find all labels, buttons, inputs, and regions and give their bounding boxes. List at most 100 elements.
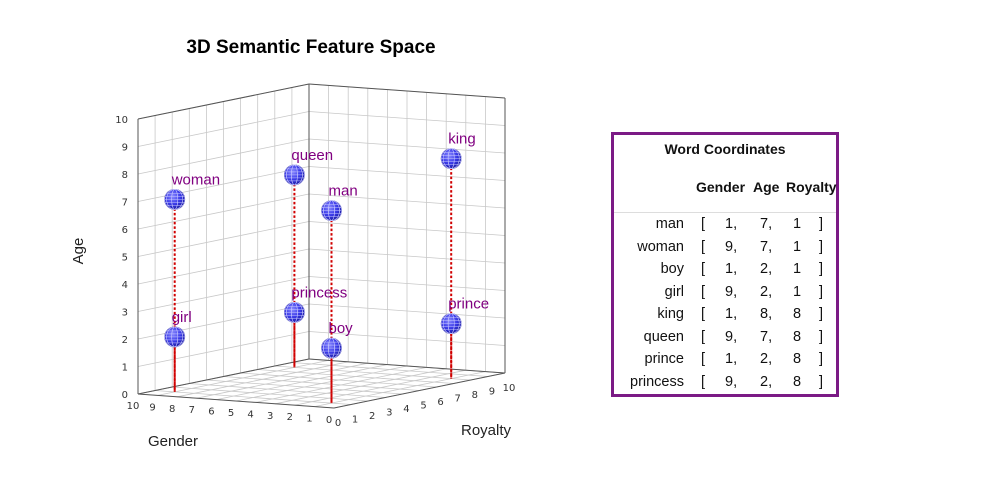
cell-age-value: 7,: [760, 328, 773, 345]
data-point-queen: queen: [283, 147, 333, 186]
age-tick-label: 7: [122, 198, 128, 209]
header-royalty: Royalty: [786, 179, 837, 195]
cell-word: prince: [644, 351, 685, 367]
cell-open-bracket: [: [701, 373, 706, 390]
cell-gender-value: 1,: [725, 216, 738, 232]
point-label: man: [329, 183, 358, 200]
cell-close-bracket: ]: [819, 261, 824, 277]
royalty-tick-label: 1: [352, 415, 358, 426]
header-age: Age: [753, 179, 780, 195]
grid-line: [308, 111, 506, 126]
box-edge: [308, 358, 506, 374]
cell-royalty-value: 8: [793, 373, 802, 390]
cell-royalty-value: 8: [793, 351, 802, 367]
grid-line: [137, 138, 310, 175]
table-row: princess [9, 2, 8]: [614, 374, 836, 396]
gender-tick-label: 1: [306, 414, 312, 425]
cell-gender-value: 9,: [725, 283, 738, 300]
grid-line: [137, 193, 310, 230]
cell-royalty-value: 1: [793, 238, 802, 255]
grid-line: [196, 362, 368, 399]
royalty-tick-label: 5: [420, 401, 426, 412]
cell-word: man: [655, 216, 684, 232]
cell-word: girl: [664, 283, 684, 300]
header-gender: Gender: [696, 179, 746, 195]
gender-tick-label: 0: [326, 415, 332, 426]
age-tick-label: 10: [115, 115, 128, 126]
royalty-tick-label: 10: [503, 383, 516, 394]
royalty-tick-label: 8: [472, 390, 478, 401]
cell-open-bracket: [: [701, 261, 706, 277]
point-label: king: [448, 131, 476, 148]
cell-gender-value: 9,: [725, 238, 738, 255]
cell-close-bracket: ]: [819, 238, 824, 255]
point-label: princess: [291, 284, 347, 301]
cell-close-bracket: ]: [819, 216, 824, 232]
cell-age-value: 2,: [760, 351, 773, 367]
cell-word: princess: [630, 373, 684, 390]
cell-open-bracket: [: [701, 283, 706, 300]
cell-royalty-value: 1: [793, 261, 802, 277]
grid-line: [291, 362, 488, 377]
cell-close-bracket: ]: [819, 373, 824, 390]
gender-tick-label: 8: [169, 404, 175, 415]
cell-word: queen: [643, 328, 684, 345]
table-row: boy [1, 2, 1]: [614, 261, 836, 283]
box-edge: [137, 83, 310, 120]
box-edge: [308, 83, 506, 99]
point-label: boy: [329, 320, 354, 337]
cell-age-value: 2,: [760, 261, 773, 277]
grid-line: [308, 166, 506, 181]
age-tick-label: 0: [122, 390, 128, 401]
royalty-tick-label: 2: [369, 411, 375, 422]
point-label: prince: [448, 296, 489, 313]
scatter-3d-plot: 3D Semantic Feature Space 0 001 112 223 334 4…: [70, 37, 515, 450]
age-tick-label: 6: [122, 225, 128, 236]
cell-age-value: 7,: [760, 238, 773, 255]
cell-gender-value: 9,: [725, 328, 738, 345]
cell-royalty-value: 1: [793, 283, 802, 300]
cell-open-bracket: [: [701, 306, 706, 322]
grid-line: [137, 221, 310, 257]
gender-tick-label: 6: [208, 407, 214, 418]
box-edge: [333, 372, 506, 409]
cell-royalty-value: 8: [793, 328, 802, 345]
grid-line: [137, 111, 310, 147]
cell-close-bracket: ]: [819, 351, 824, 367]
age-tick-label: 5: [122, 253, 128, 264]
age-tick-label: 8: [122, 170, 128, 181]
box-edge: [137, 393, 335, 409]
point-label: queen: [291, 147, 333, 164]
gender-tick-label: 3: [267, 411, 273, 422]
chart-title: 3D Semantic Feature Space: [186, 37, 435, 58]
cell-close-bracket: ]: [819, 306, 824, 322]
royalty-tick-label: 0: [335, 418, 341, 429]
table-title: Word Coordinates: [664, 141, 786, 157]
cell-open-bracket: [: [701, 238, 706, 255]
grid-line: [216, 364, 388, 400]
y-axis-label: Royalty: [461, 422, 512, 439]
table-row: king [1, 8, 8]: [614, 306, 836, 328]
x-axis-label: Gender: [148, 433, 198, 450]
grid-line: [223, 376, 420, 391]
gender-tick-label: 4: [247, 409, 253, 420]
box-edge: [137, 358, 310, 395]
data-point-woman: woman: [164, 171, 220, 210]
grid-line: [157, 360, 329, 396]
grid-line: [177, 361, 349, 398]
point-label: woman: [171, 171, 220, 188]
grid-line: [308, 193, 506, 209]
table-row: prince [1, 2, 8]: [614, 351, 836, 373]
table-row: girl [9, 2, 1]: [614, 284, 836, 306]
cell-word: boy: [660, 261, 684, 277]
age-tick-label: 9: [122, 143, 128, 154]
gender-tick-label: 9: [149, 402, 155, 413]
grid-line: [240, 372, 437, 388]
age-tick-label: 2: [122, 335, 128, 346]
cell-word: woman: [637, 238, 684, 255]
age-tick-label: 4: [122, 280, 128, 291]
grid-line: [308, 221, 506, 236]
data-point-prince: prince: [440, 296, 489, 335]
data-point-girl: girl: [164, 309, 192, 348]
